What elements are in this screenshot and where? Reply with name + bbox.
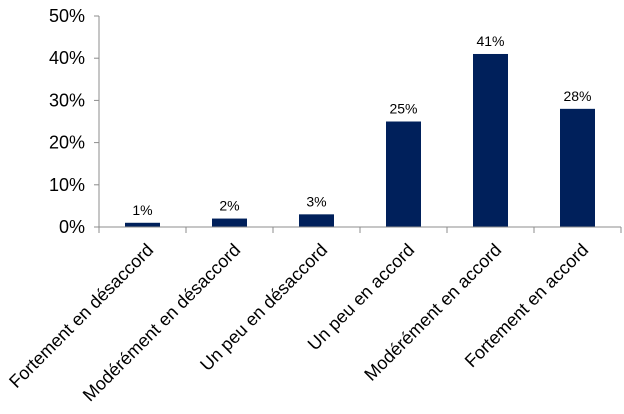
data-label: 41% (476, 33, 504, 49)
bar (560, 108, 595, 227)
bar (473, 53, 508, 228)
x-category-label: Modérément en désaccord (79, 240, 245, 406)
data-label: 3% (306, 193, 326, 209)
bar (299, 214, 334, 227)
y-tick-label: 30% (49, 90, 85, 110)
data-label: 28% (563, 88, 591, 104)
data-label: 25% (389, 101, 417, 117)
bar (125, 222, 160, 227)
y-axis-ticks: 0% 10% 20% 30% 40% 50% (49, 6, 99, 237)
data-label: 1% (132, 202, 152, 218)
data-label: 2% (219, 198, 239, 214)
y-tick-label: 50% (49, 6, 85, 26)
y-tick-label: 40% (49, 48, 85, 68)
y-tick-label: 0% (59, 217, 85, 237)
axes (98, 16, 622, 233)
data-labels: 1% 2% 3% 25% 41% 28% (132, 33, 591, 218)
y-tick-label: 10% (49, 175, 85, 195)
bar (386, 121, 421, 227)
y-tick-label: 20% (49, 133, 85, 153)
bar (212, 218, 247, 227)
bars (125, 53, 595, 228)
x-category-label: Fortement en désaccord (5, 240, 157, 392)
